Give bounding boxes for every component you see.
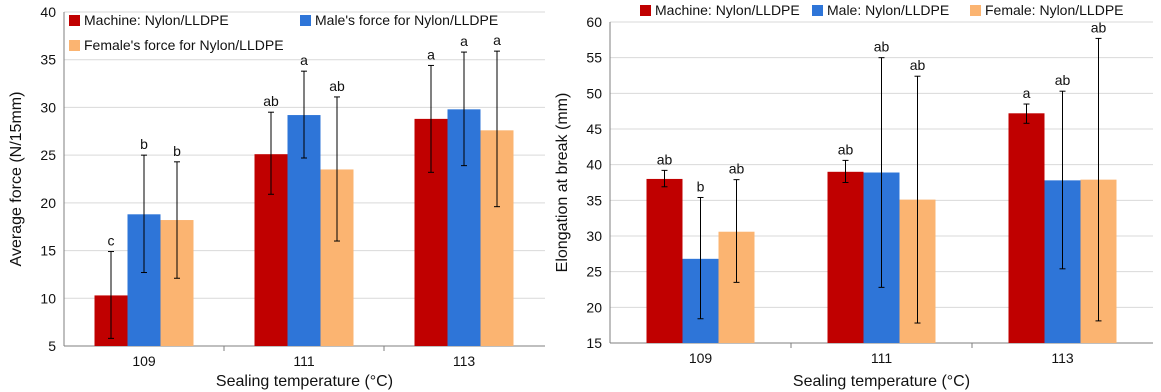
significance-letter: a [1023, 85, 1031, 101]
y-tick-label: 5 [48, 338, 56, 354]
legend-swatch [970, 5, 981, 16]
y-tick-label: 40 [40, 4, 56, 20]
x-axis-title: Sealing temperature (°C) [793, 373, 970, 390]
legend-label: Female's force for Nylon/LLDPE [84, 37, 284, 53]
significance-letter: b [697, 178, 705, 194]
legend-swatch [300, 15, 311, 26]
x-tick-label: 109 [689, 350, 713, 366]
y-tick-label: 15 [40, 243, 56, 259]
x-tick-label: 113 [1051, 350, 1074, 366]
y-tick-label: 40 [586, 157, 602, 173]
significance-letter: ab [263, 93, 279, 109]
legend-label: Male's force for Nylon/LLDPE [315, 12, 498, 28]
y-tick-label: 45 [586, 121, 602, 137]
y-tick-label: 20 [40, 195, 56, 211]
legend-swatch [69, 15, 80, 26]
significance-letter: ab [1091, 19, 1107, 35]
y-tick-label: 25 [40, 147, 56, 163]
legend-swatch [640, 5, 651, 16]
x-axis-title: Sealing temperature (°C) [216, 373, 393, 390]
significance-letter: ab [657, 151, 673, 167]
legend-label: Machine: Nylon/LLDPE [84, 12, 229, 28]
significance-letter: ab [329, 78, 345, 94]
legend-label: Machine: Nylon/LLDPE [655, 2, 800, 18]
bar [827, 171, 864, 343]
legend-label: Male: Nylon/LLDPE [827, 2, 949, 18]
x-tick-label: 111 [871, 350, 892, 366]
bar [1008, 113, 1045, 343]
significance-letter: b [140, 136, 148, 152]
y-tick-label: 20 [586, 299, 602, 315]
y-tick-label: 60 [586, 14, 602, 30]
y-tick-label: 10 [40, 290, 56, 306]
significance-letter: a [300, 52, 308, 68]
y-axis-title: Elongation at break (mm) [554, 93, 571, 273]
force-chart: 5 10 15 20 25 30 35 40 109 c b b 111 ab a ab 113 a a a Seali… [8, 4, 545, 390]
significance-letter: ab [910, 57, 926, 73]
elongation-chart: 15 20 25 30 35 40 45 50 55 60 109 ab b ab 111 ab ab ab 113… [554, 2, 1153, 390]
bar [646, 178, 683, 343]
y-tick-label: 15 [586, 335, 602, 351]
y-tick-label: 25 [586, 264, 602, 280]
legend-swatch [69, 40, 80, 51]
x-tick-label: 109 [132, 353, 156, 369]
significance-letter: a [460, 33, 468, 49]
y-tick-label: 35 [40, 52, 56, 68]
y-tick-label: 30 [586, 228, 602, 244]
legend-swatch [812, 5, 823, 16]
y-tick-label: 30 [40, 99, 56, 115]
significance-letter: ab [838, 141, 854, 157]
significance-letter: a [493, 32, 501, 48]
y-tick-label: 50 [586, 85, 602, 101]
significance-letter: ab [874, 39, 890, 55]
y-tick-label: 55 [586, 50, 602, 66]
y-tick-label: 35 [586, 192, 602, 208]
y-axis-title: Average force (N/15mm) [8, 92, 25, 267]
x-tick-label: 113 [453, 353, 476, 369]
significance-letter: b [173, 143, 181, 159]
legend-label: Female: Nylon/LLDPE [985, 2, 1124, 18]
significance-letter: c [108, 233, 115, 249]
significance-letter: ab [1055, 72, 1071, 88]
x-tick-label: 111 [293, 353, 314, 369]
significance-letter: ab [729, 161, 745, 177]
significance-letter: a [427, 46, 435, 62]
